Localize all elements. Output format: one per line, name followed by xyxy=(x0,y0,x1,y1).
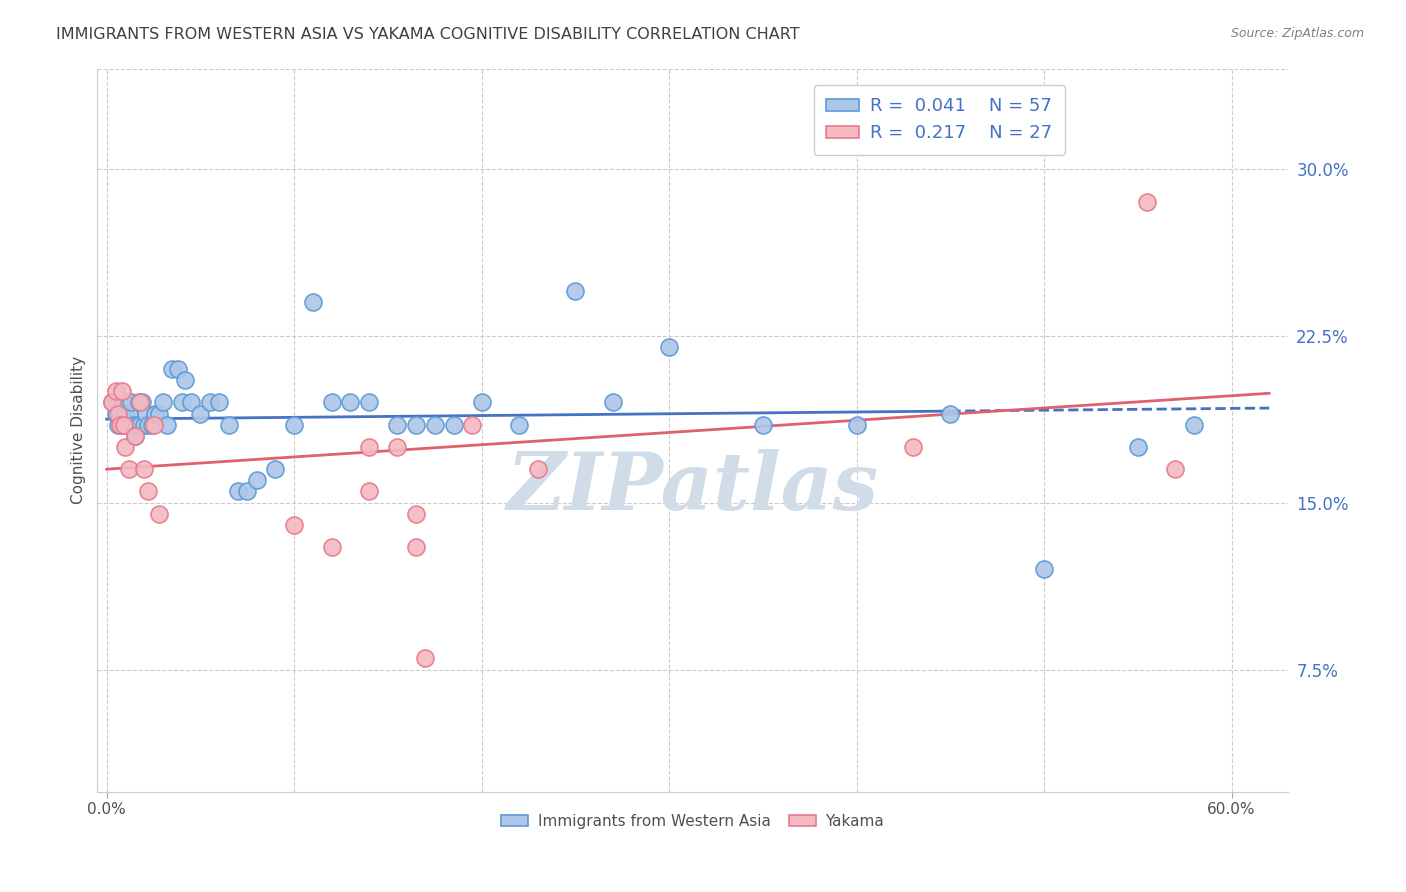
Point xyxy=(118,407,141,421)
Point xyxy=(107,417,129,432)
Point xyxy=(405,417,427,432)
Point xyxy=(112,395,135,409)
Legend: Immigrants from Western Asia, Yakama: Immigrants from Western Asia, Yakama xyxy=(495,808,890,835)
Point xyxy=(321,540,343,554)
Point xyxy=(564,284,586,298)
Point xyxy=(471,395,494,409)
Point xyxy=(387,440,409,454)
Point xyxy=(405,507,427,521)
Point xyxy=(359,440,381,454)
Point xyxy=(174,373,197,387)
Point xyxy=(1126,440,1149,454)
Point xyxy=(167,362,190,376)
Point xyxy=(264,462,287,476)
Point xyxy=(246,473,269,487)
Point xyxy=(180,395,202,409)
Point xyxy=(114,407,136,421)
Point xyxy=(208,395,231,409)
Point xyxy=(359,484,381,499)
Point xyxy=(107,407,129,421)
Point xyxy=(129,417,152,432)
Point xyxy=(136,484,159,499)
Point xyxy=(148,407,170,421)
Point xyxy=(135,407,157,421)
Point xyxy=(461,417,484,432)
Point xyxy=(141,417,163,432)
Point xyxy=(508,417,530,432)
Point xyxy=(339,395,361,409)
Point xyxy=(101,395,124,409)
Point xyxy=(752,417,775,432)
Point xyxy=(162,362,184,376)
Point xyxy=(152,395,174,409)
Point xyxy=(136,417,159,432)
Point xyxy=(122,417,145,432)
Point xyxy=(443,417,465,432)
Point xyxy=(283,517,305,532)
Point xyxy=(114,440,136,454)
Point xyxy=(198,395,221,409)
Point xyxy=(124,429,146,443)
Point xyxy=(939,407,962,421)
Text: IMMIGRANTS FROM WESTERN ASIA VS YAKAMA COGNITIVE DISABILITY CORRELATION CHART: IMMIGRANTS FROM WESTERN ASIA VS YAKAMA C… xyxy=(56,27,800,42)
Point xyxy=(1182,417,1205,432)
Point xyxy=(101,395,124,409)
Point xyxy=(359,395,381,409)
Point xyxy=(142,417,165,432)
Point xyxy=(415,651,437,665)
Point xyxy=(845,417,868,432)
Point xyxy=(118,462,141,476)
Y-axis label: Cognitive Disability: Cognitive Disability xyxy=(72,356,86,504)
Point xyxy=(156,417,179,432)
Point xyxy=(111,384,134,399)
Point xyxy=(134,462,156,476)
Point xyxy=(423,417,446,432)
Point xyxy=(405,540,427,554)
Point xyxy=(387,417,409,432)
Point xyxy=(105,384,128,399)
Point xyxy=(226,484,249,499)
Point xyxy=(111,417,134,432)
Point xyxy=(145,407,167,421)
Point xyxy=(125,417,148,432)
Point xyxy=(108,407,131,421)
Point xyxy=(124,429,146,443)
Text: ZIPatlas: ZIPatlas xyxy=(506,450,879,527)
Point xyxy=(190,407,212,421)
Point xyxy=(129,395,152,409)
Point xyxy=(1136,195,1159,210)
Text: Source: ZipAtlas.com: Source: ZipAtlas.com xyxy=(1230,27,1364,40)
Point xyxy=(321,395,343,409)
Point xyxy=(128,395,150,409)
Point xyxy=(112,417,135,432)
Point xyxy=(218,417,240,432)
Point xyxy=(170,395,193,409)
Point xyxy=(1033,562,1056,576)
Point xyxy=(658,340,681,354)
Point xyxy=(120,395,142,409)
Point xyxy=(105,407,128,421)
Point xyxy=(527,462,550,476)
Point xyxy=(134,417,156,432)
Point xyxy=(1164,462,1187,476)
Point xyxy=(901,440,924,454)
Point xyxy=(283,417,305,432)
Point xyxy=(302,295,325,310)
Point xyxy=(108,417,131,432)
Point xyxy=(131,395,153,409)
Point xyxy=(148,507,170,521)
Point xyxy=(602,395,624,409)
Point xyxy=(236,484,259,499)
Point xyxy=(117,417,139,432)
